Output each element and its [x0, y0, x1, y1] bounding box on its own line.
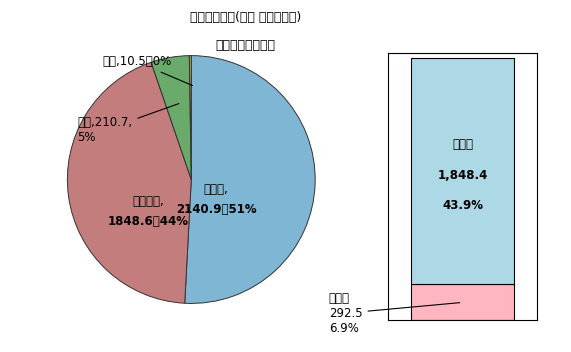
- Wedge shape: [67, 62, 191, 303]
- Text: 航空,10.5，0%: 航空,10.5，0%: [102, 55, 192, 86]
- Wedge shape: [151, 56, 191, 180]
- Text: 43.9%: 43.9%: [442, 199, 483, 212]
- Wedge shape: [190, 56, 191, 180]
- Bar: [411, 58, 514, 284]
- Text: 自家用
292.5
6.9%: 自家用 292.5 6.9%: [329, 292, 460, 335]
- Text: 内航海運,: 内航海運,: [132, 195, 164, 208]
- Text: 営業用: 営業用: [452, 138, 473, 151]
- Text: 自動車,: 自動車,: [204, 183, 228, 196]
- Text: 計４，２１０．７: 計４，２１０．７: [215, 39, 276, 52]
- Wedge shape: [184, 56, 315, 303]
- Text: 輸送トンキロ(単位 億トンキロ): 輸送トンキロ(単位 億トンキロ): [190, 11, 301, 24]
- Text: 1,848.4: 1,848.4: [437, 169, 488, 182]
- Bar: [411, 284, 514, 320]
- Text: 2140.9，51%: 2140.9，51%: [176, 203, 256, 216]
- Text: 1848.6，44%: 1848.6，44%: [107, 215, 188, 228]
- Text: 鉄道,210.7,
5%: 鉄道,210.7, 5%: [77, 103, 179, 144]
